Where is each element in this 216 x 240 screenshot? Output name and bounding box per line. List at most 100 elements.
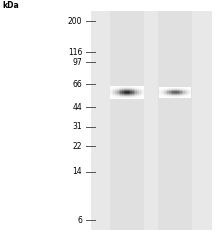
Bar xyxy=(127,86,129,87)
Bar xyxy=(139,96,141,97)
Bar xyxy=(130,94,132,95)
Bar xyxy=(125,87,127,88)
Bar xyxy=(169,96,171,97)
Bar xyxy=(188,94,190,95)
Bar xyxy=(127,88,129,89)
Bar xyxy=(162,94,164,95)
Bar xyxy=(167,97,169,98)
Bar xyxy=(127,95,129,96)
Bar xyxy=(117,94,119,95)
Bar xyxy=(120,97,122,98)
Bar xyxy=(127,98,129,99)
Bar xyxy=(115,95,117,96)
Bar xyxy=(159,89,161,90)
Bar xyxy=(113,87,115,88)
Bar xyxy=(112,89,113,90)
Bar xyxy=(185,97,187,98)
Bar xyxy=(137,90,139,91)
Bar xyxy=(187,96,188,97)
Bar xyxy=(120,94,122,95)
Bar xyxy=(137,95,139,96)
Bar xyxy=(129,95,130,96)
Bar xyxy=(161,97,162,98)
Bar xyxy=(124,89,125,90)
Bar xyxy=(171,96,172,97)
Bar xyxy=(177,92,179,93)
Bar xyxy=(119,97,120,98)
Bar xyxy=(188,96,190,97)
Bar xyxy=(129,96,130,97)
Bar xyxy=(179,89,180,90)
Bar xyxy=(167,87,169,88)
Bar xyxy=(110,11,144,230)
Bar xyxy=(112,95,113,96)
Bar xyxy=(135,90,137,91)
Bar xyxy=(169,94,171,95)
Bar xyxy=(174,92,175,93)
Bar xyxy=(132,96,134,97)
Bar xyxy=(139,89,141,90)
Bar xyxy=(134,88,135,89)
Bar xyxy=(166,89,167,90)
Bar xyxy=(187,95,188,96)
Bar xyxy=(129,98,130,99)
Bar xyxy=(125,92,127,93)
Bar xyxy=(124,94,125,95)
Bar xyxy=(115,87,117,88)
Bar xyxy=(180,92,182,93)
Bar xyxy=(164,92,166,93)
Bar xyxy=(127,97,129,98)
Bar xyxy=(142,93,144,94)
Bar xyxy=(167,89,169,90)
Bar xyxy=(137,97,139,98)
Bar xyxy=(135,93,137,94)
Bar xyxy=(182,95,183,96)
Bar xyxy=(185,95,187,96)
Bar xyxy=(110,94,112,95)
Bar xyxy=(180,93,182,94)
Bar xyxy=(188,92,190,93)
Bar xyxy=(141,98,142,99)
Bar xyxy=(112,93,113,94)
Bar xyxy=(159,88,161,89)
Bar xyxy=(172,89,174,90)
Bar xyxy=(167,96,169,97)
Bar xyxy=(139,90,141,91)
Bar xyxy=(187,87,188,88)
Bar xyxy=(167,94,169,95)
Bar xyxy=(117,92,119,93)
Bar xyxy=(174,97,175,98)
Bar xyxy=(159,94,161,95)
Bar xyxy=(172,96,174,97)
Bar xyxy=(174,95,175,96)
Text: 66: 66 xyxy=(72,79,82,89)
Bar xyxy=(135,94,137,95)
Bar xyxy=(139,93,141,94)
Bar xyxy=(141,90,142,91)
Bar xyxy=(134,86,135,87)
Bar xyxy=(141,93,142,94)
Bar xyxy=(166,97,167,98)
Bar xyxy=(113,86,115,87)
Bar xyxy=(177,93,179,94)
Bar xyxy=(115,98,117,99)
Bar xyxy=(161,96,162,97)
Bar xyxy=(119,92,120,93)
Bar xyxy=(127,87,129,88)
Bar xyxy=(164,90,166,91)
Bar xyxy=(119,87,120,88)
Bar xyxy=(190,95,191,96)
Bar xyxy=(115,94,117,95)
Bar xyxy=(185,93,187,94)
Bar xyxy=(142,97,144,98)
Bar xyxy=(130,87,132,88)
Bar xyxy=(159,11,192,230)
Bar xyxy=(127,89,129,90)
Bar xyxy=(110,88,112,89)
Bar xyxy=(119,90,120,91)
Bar xyxy=(125,86,127,87)
Text: 6: 6 xyxy=(77,216,82,225)
Bar xyxy=(142,89,144,90)
Bar xyxy=(112,88,113,89)
Bar xyxy=(159,92,161,93)
